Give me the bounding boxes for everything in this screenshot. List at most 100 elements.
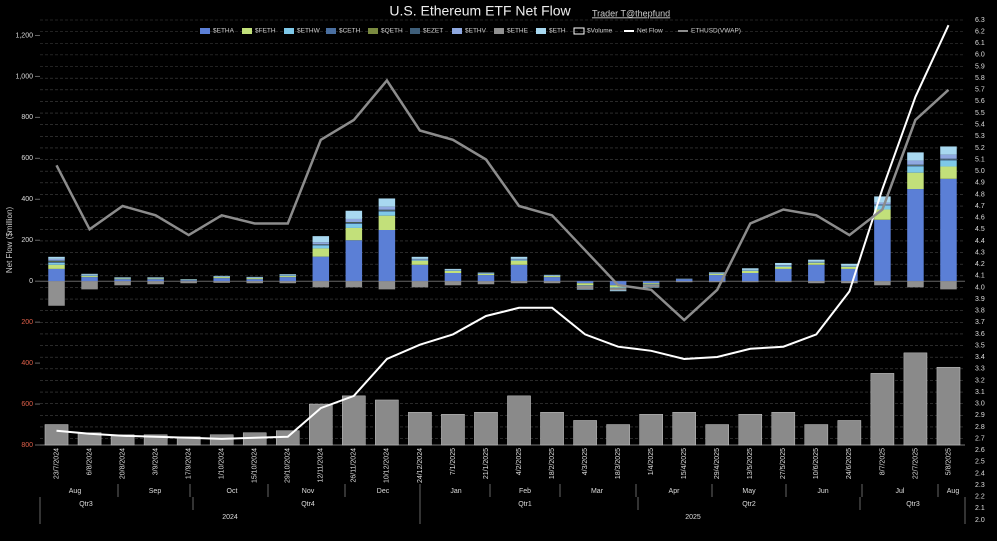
month-label: Dec [377,488,390,495]
flow-bar [345,222,363,224]
y2-tick-label: 2.1 [975,505,985,512]
flow-bar [940,281,957,290]
y2-tick-label: 5.7 [975,87,985,94]
x-tick-label: 12/11/2024 [318,448,325,483]
year-label: 2024 [222,514,238,521]
x-tick-label: 7/1/2025 [450,448,457,475]
y2-tick-label: 4.8 [975,191,985,198]
flow-bar [477,281,495,285]
flow-bar [213,275,230,277]
legend-label: $ETHE [507,28,529,35]
flow-bar [808,259,825,262]
volume-bar [309,403,333,446]
x-tick-label: 24/6/2025 [846,448,853,479]
y2-tick-label: 4.2 [975,261,985,268]
flow-bar [510,260,528,265]
flow-bar [874,202,891,205]
y2-tick-label: 4.4 [975,238,985,245]
flow-bar [675,281,693,283]
y2-tick-label: 5.5 [975,110,985,117]
flow-bar [213,277,230,279]
quarter-label: Qtr3 [79,501,93,508]
y2-tick-label: 2.3 [975,482,985,489]
month-label: Jan [450,488,461,495]
x-tick-label: 29/4/2025 [714,448,721,479]
flow-bar [48,268,65,282]
y2-tick-label: 5.2 [975,145,985,152]
chart-subtitle: Trader T@thepfund [592,8,670,18]
flow-bar [246,281,263,284]
legend-swatch [284,28,294,34]
flow-bar [345,218,363,223]
flow-bar [907,166,924,173]
flow-bar [378,210,396,212]
flow-bar [808,262,825,265]
flow-bar [378,230,396,282]
legend-swatch [536,28,546,34]
flow-bar [940,146,957,155]
volume-bar [804,424,829,446]
x-tick-label: 13/5/2025 [747,448,754,479]
flow-bar [543,274,561,276]
quarter-label: Qtr1 [518,501,532,508]
flow-bar [48,264,65,269]
y-axis-title: Net Flow ($million) [5,207,14,274]
x-tick-label: 18/2/2025 [549,448,556,479]
flow-bar [477,274,495,276]
flow-bar [708,272,726,274]
x-tick-label: 26/11/2024 [351,448,358,483]
y-tick-label: 400 [21,196,33,203]
flow-bar [246,276,263,278]
flow-bar [81,276,98,278]
flow-bar [444,270,462,271]
x-tick-label: 27/5/2025 [780,448,787,479]
flow-bar [444,281,462,286]
x-tick-label: 10/12/2024 [384,448,391,483]
flow-bar [213,281,230,283]
flow-bar [609,288,627,291]
x-tick-label: 6/8/2024 [86,448,93,475]
legend-swatch [494,28,504,34]
x-tick-label: 3/9/2024 [152,448,159,475]
flow-bar [874,196,891,203]
flow-bar [378,198,396,207]
y2-tick-label: 4.9 [975,180,985,187]
flow-bar [444,270,462,273]
volume-bar [738,414,763,446]
legend-label: $FETH [255,28,276,35]
legend-label: $ETHW [297,28,321,35]
flow-bar [576,281,594,284]
flow-bar [576,288,594,290]
flow-bar [48,258,65,261]
y2-tick-label: 6.2 [975,28,985,35]
quarter-label: Qtr2 [742,501,756,508]
flow-bar [48,262,65,265]
series-line [56,24,950,440]
y2-tick-label: 3.5 [975,342,985,349]
y2-tick-label: 4.6 [975,215,985,222]
y2-tick-label: 6.3 [975,17,985,24]
y-tick-label: 600 [21,401,33,408]
x-tick-label: 22/7/2025 [912,448,919,479]
y2-tick-label: 6.1 [975,40,985,47]
volume-bar [44,424,69,446]
flow-bar [81,277,98,282]
flow-bar [907,160,924,165]
flow-bar [477,272,495,274]
y-tick-label: 600 [21,155,33,162]
volume-bar [606,424,630,446]
flow-bar [180,280,197,282]
series-line [55,78,950,322]
month-label: Mar [591,488,604,495]
flow-bar [312,281,330,288]
flow-bar [246,279,263,282]
flow-bar [742,281,759,283]
flow-bar [940,154,957,159]
flow-bar [147,277,164,278]
flow-bar [841,266,858,267]
flow-bar [808,264,825,282]
y-tick-label: 1,200 [15,32,33,39]
x-tick-label: 15/10/2024 [252,448,259,483]
y2-tick-label: 3.9 [975,296,985,303]
flow-bar [312,256,330,282]
